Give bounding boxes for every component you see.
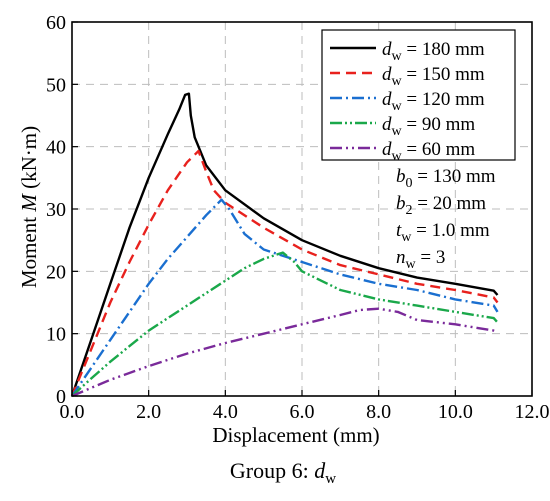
legend-label-symbol: d [382,89,392,110]
parameter-symbol: t [396,220,402,241]
parameter-symbol: b [396,166,406,187]
parameter-value: = 20 mm [413,193,487,214]
y-axis-title: Moment M (kN·m) [17,126,41,288]
x-tick-label: 12.0 [515,401,550,423]
parameter-value: = 3 [416,247,446,268]
y-tick-label: 20 [46,261,66,283]
figure-caption-subscript: w [325,471,336,487]
series-line-4 [71,307,498,398]
legend-label-symbol: d [382,114,392,135]
parameter-symbol: b [396,193,406,214]
x-tick-label: 6.0 [290,401,315,423]
parameter-1: b2 = 20 mm [396,193,486,218]
y-tick-label: 30 [46,199,66,221]
legend-label-1: dw = 150 mm [382,64,485,89]
legend-label-subscript: w [392,99,403,114]
y-axis-title-unit: (kN·m) [17,126,41,194]
legend-label-value: = 120 mm [402,89,485,110]
series-lines [70,92,499,398]
parameter-subscript: w [401,230,412,245]
legend-label-value: = 90 mm [402,114,476,135]
axis-ticks [71,21,533,397]
legend-label-subscript: w [392,49,403,64]
legend-label-4: dw = 60 mm [382,139,475,164]
legend-label-0: dw = 180 mm [382,39,485,64]
y-tick-label: 40 [46,137,66,159]
y-tick-label: 0 [56,386,66,408]
figure-caption: Group 6: dw [230,458,336,487]
parameter-symbol: n [396,247,406,268]
parameter-subscript: 0 [406,176,413,191]
x-tick-label: 4.0 [213,401,238,423]
y-tick-labels: 0 10 20 30 40 50 60 [46,12,66,408]
x-tick-label: 10.0 [438,401,473,423]
legend-label-3: dw = 90 mm [382,114,475,139]
legend-label-value: = 180 mm [402,39,485,60]
parameter-3: nw = 3 [396,247,445,272]
series-line-2 [71,198,499,397]
legend-label-symbol: d [382,64,392,85]
series-line-0 [70,92,499,397]
legend-label-symbol: d [382,139,392,160]
legend-box [321,29,516,161]
figure-caption-symbol: d [314,458,326,483]
figure-caption-text: Group 6: [230,458,314,483]
legend-label-value: = 150 mm [402,64,485,85]
legend-label-subscript: w [392,74,403,89]
y-axis-title-symbol: M [17,193,41,213]
x-tick-label: 0.0 [60,401,85,423]
x-tick-label: 8.0 [366,401,391,423]
y-tick-label: 50 [46,74,66,96]
parameter-2: tw = 1.0 mm [396,220,490,245]
y-axis-title-prefix: Moment [17,212,41,288]
y-tick-label: 60 [46,12,66,34]
parameter-value: = 1.0 mm [411,220,489,241]
legend-label-subscript: w [392,124,403,139]
series-line-1 [70,149,499,397]
series-line-3 [71,251,499,397]
x-tick-label: 2.0 [136,401,161,423]
parameter-subscript: w [406,257,417,272]
legend-label-symbol: d [382,39,392,60]
x-axis-title: Displacement (mm) [212,423,379,447]
legend-label-2: dw = 120 mm [382,89,485,114]
legend-label-subscript: w [392,149,403,164]
parameter-0: b0 = 130 mm [396,166,496,191]
x-tick-labels: 0.0 2.0 4.0 6.0 8.0 10.0 12.0 [60,401,550,423]
y-tick-label: 10 [46,324,66,346]
legend-label-value: = 60 mm [402,139,476,160]
parameter-value: = 130 mm [413,166,496,187]
parameter-subscript: 2 [406,203,413,218]
